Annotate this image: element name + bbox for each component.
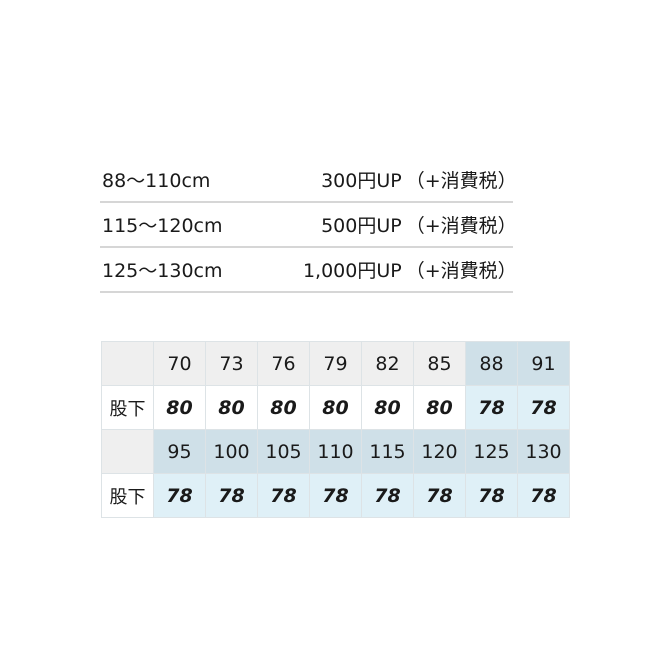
waist-row: 95 100 105 110 115 120 125 130 — [101, 429, 570, 474]
inseam-cell: 80 — [309, 385, 362, 430]
inseam-cell: 78 — [465, 473, 518, 518]
waist-row: 70 73 76 79 82 85 88 91 — [101, 341, 570, 386]
waist-cell: 100 — [205, 429, 258, 474]
inseam-cell: 80 — [257, 385, 310, 430]
price-row: 88〜110cm 300円UP （+消費税） — [100, 158, 517, 203]
waist-cell: 91 — [517, 341, 570, 386]
size-table: 70 73 76 79 82 85 88 91 股下 80 80 80 80 80 80 78 78 95 100 1… — [101, 341, 570, 518]
price-range: 125〜130cm — [102, 260, 223, 282]
price-tax: （+消費税） — [405, 215, 517, 237]
price-tax: （+消費税） — [405, 260, 517, 282]
inseam-cell: 78 — [413, 473, 466, 518]
waist-cell: 73 — [205, 341, 258, 386]
waist-cell: 79 — [309, 341, 362, 386]
inseam-label: 股下 — [101, 385, 154, 430]
empty-header-cell — [101, 341, 154, 386]
price-tax: （+消費税） — [405, 170, 517, 192]
price-amount: 300円UP — [321, 170, 402, 192]
inseam-cell: 78 — [517, 473, 570, 518]
waist-cell: 82 — [361, 341, 414, 386]
inseam-cell: 78 — [257, 473, 310, 518]
waist-cell: 76 — [257, 341, 310, 386]
inseam-cell: 78 — [205, 473, 258, 518]
price-surcharge-list: 88〜110cm 300円UP （+消費税） 115〜120cm 500円UP （+消費税… — [100, 158, 517, 293]
inseam-row: 股下 80 80 80 80 80 80 78 78 — [101, 385, 570, 430]
waist-cell: 115 — [361, 429, 414, 474]
waist-cell: 110 — [309, 429, 362, 474]
waist-cell: 105 — [257, 429, 310, 474]
inseam-cell: 78 — [517, 385, 570, 430]
waist-cell: 95 — [153, 429, 206, 474]
inseam-cell: 80 — [205, 385, 258, 430]
inseam-cell: 80 — [153, 385, 206, 430]
price-range: 115〜120cm — [102, 215, 223, 237]
inseam-cell: 78 — [153, 473, 206, 518]
waist-cell: 120 — [413, 429, 466, 474]
inseam-cell: 80 — [413, 385, 466, 430]
inseam-cell: 78 — [309, 473, 362, 518]
waist-cell: 85 — [413, 341, 466, 386]
price-amount: 500円UP — [321, 215, 402, 237]
price-row: 115〜120cm 500円UP （+消費税） — [100, 203, 517, 248]
empty-header-cell — [101, 429, 154, 474]
price-amount: 1,000円UP — [302, 260, 402, 282]
waist-cell: 70 — [153, 341, 206, 386]
inseam-cell: 78 — [361, 473, 414, 518]
price-row: 125〜130cm 1,000円UP （+消費税） — [100, 248, 517, 293]
inseam-cell: 78 — [465, 385, 518, 430]
waist-cell: 130 — [517, 429, 570, 474]
waist-cell: 125 — [465, 429, 518, 474]
waist-cell: 88 — [465, 341, 518, 386]
price-range: 88〜110cm — [102, 170, 211, 192]
inseam-cell: 80 — [361, 385, 414, 430]
inseam-row: 股下 78 78 78 78 78 78 78 78 — [101, 473, 570, 518]
inseam-label: 股下 — [101, 473, 154, 518]
